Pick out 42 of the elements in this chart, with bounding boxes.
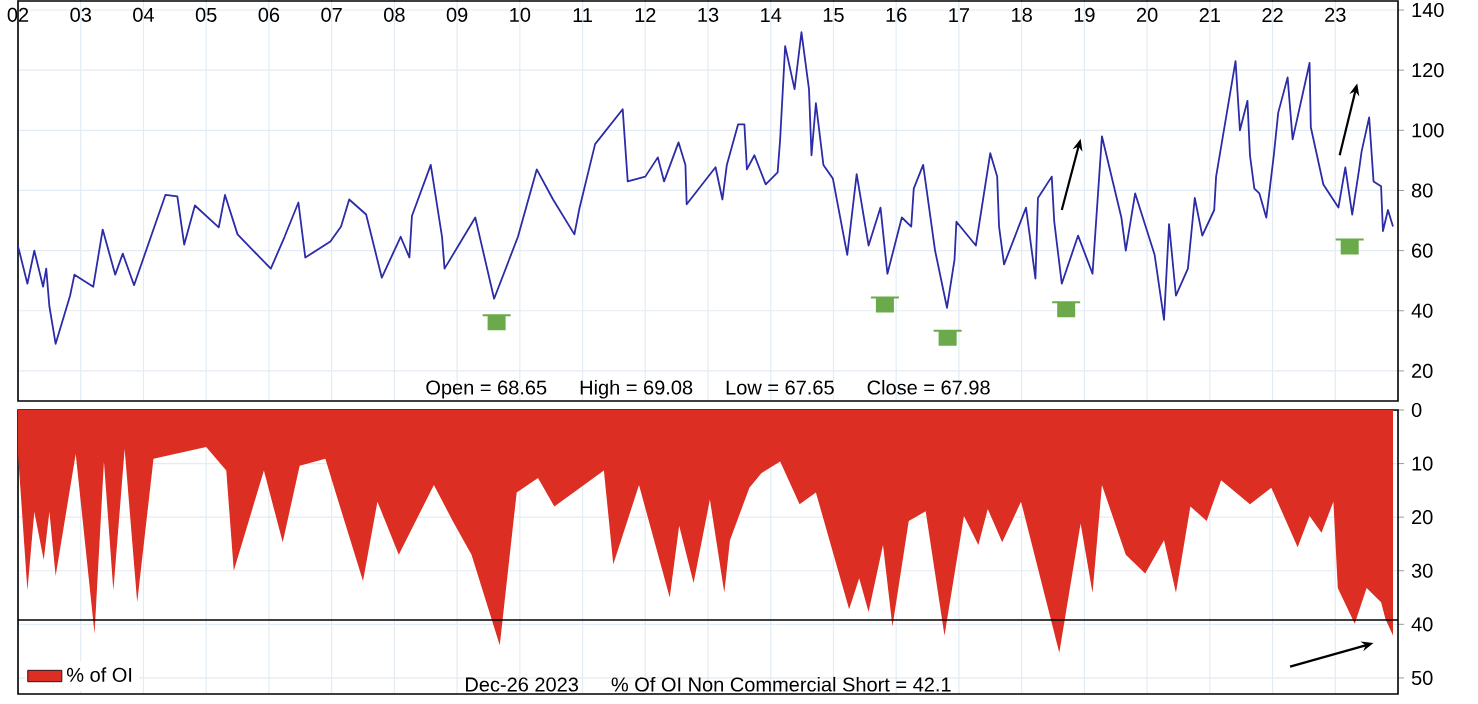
annotation: Open = 68.65 <box>426 380 547 399</box>
y-tick-label: 100 <box>1412 123 1444 138</box>
x-tick-label: 07 <box>321 7 342 22</box>
x-tick-label: 23 <box>1325 7 1346 22</box>
x-tick-label: 20 <box>1136 7 1158 22</box>
annotation: % Of OI Non Commercial Short = 42.1 <box>611 676 951 692</box>
annotation: Close = 67.98 <box>867 379 990 395</box>
y-tick-label: 40 <box>1411 303 1433 318</box>
y-tick-label: 140 <box>1412 2 1444 18</box>
x-tick-label: 09 <box>446 7 468 22</box>
x-tick-label: 08 <box>384 7 405 22</box>
annotation: High = 69.08 <box>580 379 693 399</box>
x-tick-label: 18 <box>1012 7 1032 22</box>
x-tick-label: 17 <box>949 8 970 22</box>
x-tick-label: 10 <box>510 7 531 22</box>
y-tick-label: 30 <box>1411 563 1433 578</box>
y-tick-label: 20 <box>1412 510 1433 525</box>
x-tick-label: 15 <box>823 7 844 22</box>
x-tick-label: 21 <box>1199 7 1220 22</box>
x-tick-label: 12 <box>635 7 656 22</box>
y-tick-label: 80 <box>1411 183 1433 198</box>
x-tick-label: 16 <box>886 7 907 22</box>
y-tick-label: 10 <box>1412 456 1433 471</box>
x-tick-label: 14 <box>761 8 782 22</box>
x-tick-label: 05 <box>195 7 217 22</box>
y-tick-label: 0 <box>1411 402 1422 418</box>
x-tick-label: 11 <box>573 8 592 22</box>
y-tick-label: 50 <box>1411 670 1433 685</box>
annotation: Low = 67.65 <box>726 380 834 395</box>
legend-label: % of OI <box>66 667 132 682</box>
y-tick-label: 60 <box>1412 243 1433 258</box>
y-tick-label: 40 <box>1411 617 1433 632</box>
y-tick-label: 20 <box>1412 363 1433 378</box>
x-tick-label: 06 <box>258 7 280 22</box>
line-series <box>18 31 1394 345</box>
annotation: Dec-26 2023 <box>466 677 579 692</box>
x-tick-label: 19 <box>1074 7 1095 22</box>
x-tick-label: 03 <box>70 7 91 22</box>
x-tick-label: 22 <box>1262 7 1283 22</box>
y-tick-label: 120 <box>1412 63 1444 78</box>
x-tick-label: 04 <box>133 7 154 22</box>
x-tick-label: 13 <box>698 7 719 22</box>
